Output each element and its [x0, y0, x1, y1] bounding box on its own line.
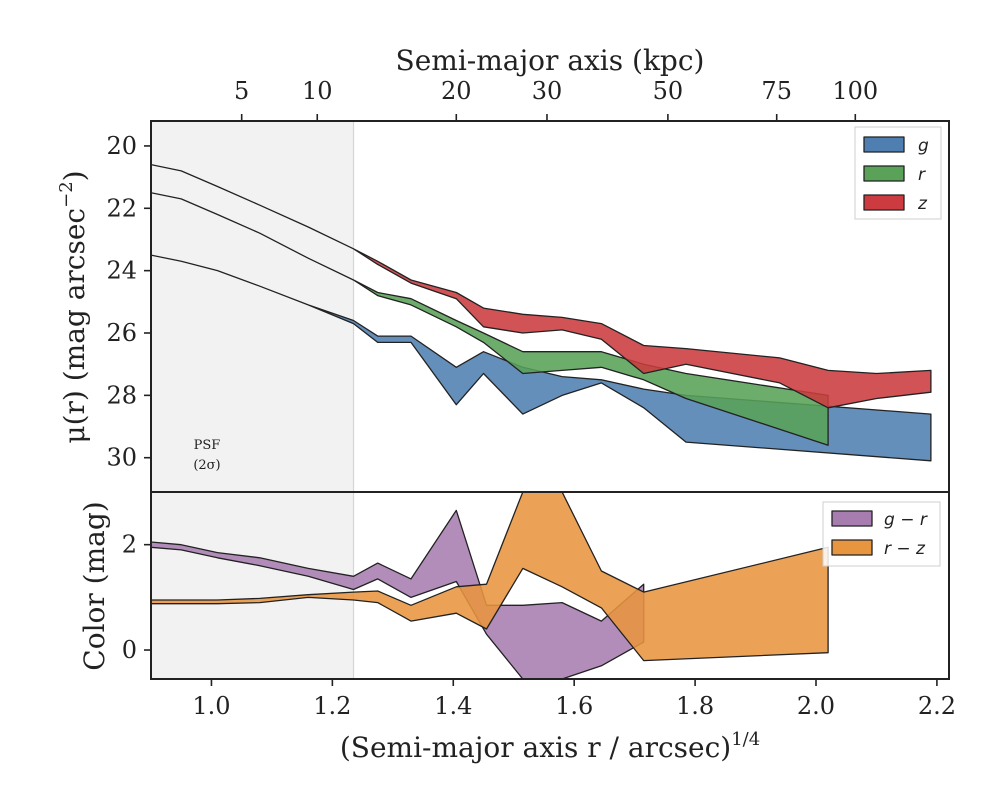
psf-sigma-label: (2σ)	[193, 458, 220, 473]
top-y-tick-label: 30	[106, 444, 137, 472]
psf-label: PSF	[194, 438, 221, 453]
x-tick-label: 1.0	[192, 692, 230, 720]
bottom-panel-frame	[150, 491, 950, 680]
x-tick-label: 1.8	[676, 692, 714, 720]
legend-label-g-minus-r: g − r	[884, 510, 928, 530]
top-y-axis-title: μ(r) (mag arcsec−2)	[56, 170, 91, 443]
top-tick-label: 5	[234, 77, 249, 105]
top-tick-label: 100	[832, 77, 878, 105]
legend-swatch-z	[863, 194, 905, 211]
top-y-tick-label: 20	[106, 132, 137, 160]
legend-label-z: z	[917, 194, 928, 214]
x-axis-title: (Semi-major axis r / arcsec)1/4	[340, 729, 760, 764]
legend-swatch-r	[863, 165, 905, 182]
psf-shaded-region-top	[151, 121, 354, 492]
bottom-y-axis-title: Color (mag)	[78, 501, 111, 670]
x-tick-label: 2.0	[797, 692, 835, 720]
top-tick-label: 50	[653, 77, 684, 105]
x-tick-label: 1.2	[313, 692, 351, 720]
surface-brightness-bands	[151, 163, 932, 462]
legend-swatch-g-minus-r	[831, 510, 873, 527]
top-tick-label: 75	[761, 77, 792, 105]
top-band-r	[151, 192, 829, 446]
top-tick-label: 30	[532, 77, 563, 105]
top-band-z	[151, 163, 932, 409]
legend-label-r-minus-z: r − z	[884, 539, 926, 559]
color-band-r-z	[151, 493, 829, 662]
top-tick-label: 10	[302, 77, 333, 105]
x-tick-label: 2.2	[918, 692, 956, 720]
top-y-tick-label: 26	[106, 319, 137, 347]
top-tick-label: 20	[441, 77, 472, 105]
bottom-legend: g − r r − z	[822, 501, 941, 567]
top-y-tick-label: 28	[106, 381, 137, 409]
bottom-y-tick-label: 0	[122, 636, 137, 664]
tick-labels: 1.0 1.2 1.4 1.6 1.8 2.0 2.25 10 20 30 50 75 10020222…	[106, 77, 956, 720]
legend-swatch-r-minus-z	[831, 539, 873, 556]
top-legend: g r z	[854, 126, 942, 220]
top-y-tick-label: 24	[106, 257, 137, 285]
top-axis-title: Semi-major axis (kpc)	[396, 44, 705, 77]
x-tick-label: 1.4	[434, 692, 472, 720]
bottom-y-tick-label: 2	[122, 531, 137, 559]
top-y-tick-label: 22	[106, 194, 137, 222]
color-bands	[151, 493, 829, 679]
legend-label-r: r	[918, 165, 926, 185]
psf-shaded-region-bottom	[151, 492, 354, 679]
legend-swatch-g	[863, 136, 905, 153]
legend-label-g: g	[918, 136, 929, 156]
axis-ticks	[144, 114, 938, 686]
x-tick-label: 1.6	[555, 692, 593, 720]
